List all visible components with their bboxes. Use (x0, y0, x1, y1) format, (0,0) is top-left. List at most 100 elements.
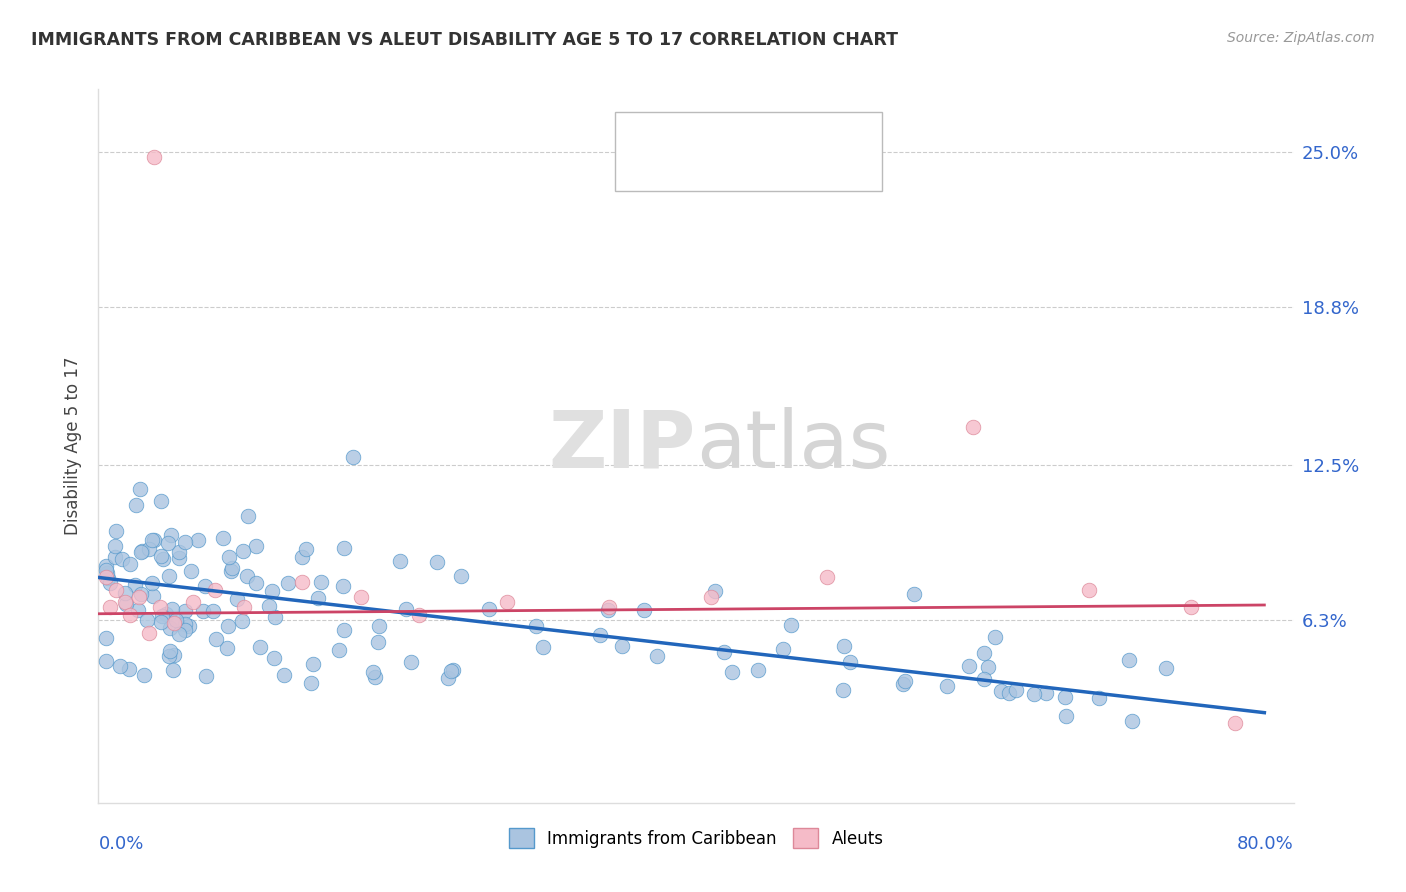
Point (94, 654, 117, 668)
Point (437, 671, 460, 685)
Point (815, 570, 838, 584)
Point (531, 640, 554, 654)
Point (596, 603, 619, 617)
Point (302, 657, 325, 672)
Point (361, 665, 384, 680)
Point (118, 557, 141, 571)
Point (169, 551, 191, 566)
Point (894, 674, 917, 689)
Point (94, 570, 117, 584)
Point (936, 679, 959, 693)
Point (295, 541, 318, 556)
Point (131, 545, 153, 559)
Point (291, 575, 314, 590)
Point (138, 625, 160, 640)
Point (747, 663, 769, 677)
Point (149, 493, 172, 508)
Point (342, 450, 364, 465)
Point (125, 498, 148, 512)
Point (245, 576, 267, 591)
Point (589, 627, 612, 641)
Text: Source: ZipAtlas.com: Source: ZipAtlas.com (1227, 31, 1375, 45)
Point (181, 595, 204, 609)
Point (388, 554, 411, 568)
Point (262, 584, 284, 599)
Point (149, 615, 172, 629)
Point (173, 534, 195, 549)
Y-axis label: Disability Age 5 to 17: Disability Age 5 to 17 (65, 357, 83, 535)
Point (120, 607, 142, 622)
Point (363, 670, 385, 684)
Point (1225, 715, 1247, 730)
Point (233, 600, 256, 615)
Point (257, 599, 280, 613)
Point (1180, 600, 1202, 615)
Point (142, 150, 165, 164)
Legend: Immigrants from Caribbean, Aleuts: Immigrants from Caribbean, Aleuts (502, 822, 890, 855)
Point (235, 569, 257, 583)
Point (231, 614, 253, 628)
Point (204, 582, 226, 597)
Point (201, 604, 224, 618)
Point (957, 658, 980, 673)
Point (399, 655, 422, 669)
Point (134, 668, 156, 682)
Point (524, 619, 547, 633)
Point (780, 618, 803, 632)
Point (194, 668, 217, 682)
Text: 0.0%: 0.0% (98, 835, 143, 853)
Point (1053, 690, 1076, 705)
Point (96, 558, 118, 573)
Point (1088, 691, 1111, 706)
Point (219, 564, 242, 578)
Point (713, 645, 735, 659)
Point (332, 579, 354, 593)
Point (191, 604, 214, 618)
Point (1022, 687, 1045, 701)
Text: 80.0%: 80.0% (1237, 835, 1294, 853)
Point (238, 509, 260, 524)
Point (98, 575, 121, 590)
Point (159, 621, 181, 635)
Point (156, 536, 179, 550)
Point (111, 551, 134, 566)
Point (114, 586, 136, 600)
Point (104, 540, 127, 554)
Point (478, 602, 501, 616)
Point (149, 549, 172, 563)
Point (891, 677, 914, 691)
Point (367, 635, 389, 649)
Point (155, 607, 177, 622)
Point (699, 591, 721, 605)
Point (94, 563, 117, 577)
Point (249, 640, 271, 654)
Point (131, 544, 153, 558)
Point (173, 617, 195, 632)
Point (450, 569, 472, 583)
Point (1121, 714, 1143, 728)
Point (328, 643, 350, 657)
Point (832, 639, 855, 653)
Point (426, 555, 449, 569)
Point (177, 619, 200, 633)
Point (1154, 661, 1177, 675)
Point (104, 549, 127, 564)
Point (973, 673, 995, 687)
Point (703, 584, 725, 599)
Point (772, 641, 794, 656)
Point (159, 644, 181, 658)
Point (157, 648, 180, 663)
Point (291, 550, 314, 565)
Point (163, 648, 186, 663)
Point (166, 616, 188, 631)
Point (495, 595, 517, 609)
Point (143, 533, 166, 548)
Point (204, 632, 226, 647)
Point (141, 533, 163, 547)
Point (307, 591, 329, 605)
Point (217, 641, 239, 656)
Point (167, 626, 190, 640)
Point (984, 631, 1007, 645)
Point (962, 420, 984, 434)
Point (217, 619, 239, 633)
